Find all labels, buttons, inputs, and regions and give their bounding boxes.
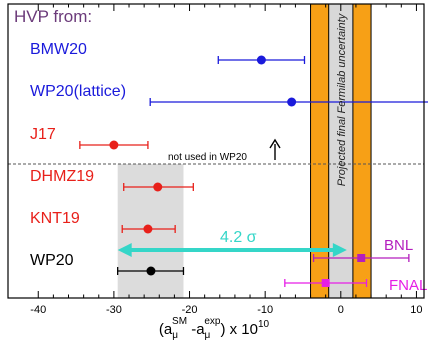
x-label-suffix: ) x 10 [220, 321, 258, 338]
tick-label: -30 [106, 304, 122, 316]
experiment-label: FNAL [389, 277, 427, 294]
data-point [109, 140, 119, 150]
data-point [256, 55, 266, 65]
labels-layer: Projected final Fermilab uncertainty BMW2… [30, 12, 427, 294]
tension-label: 4.2 σ [220, 229, 257, 246]
tick-label: -40 [30, 304, 46, 316]
ticks-layer: -40 -30 -20 -10 0 10 [30, 4, 423, 316]
tension-arrow-head-left [117, 243, 132, 257]
entry-label: WP20 [30, 252, 74, 269]
x-label-sub1: μ [172, 330, 178, 341]
points-layer [79, 55, 428, 287]
x-label-sup2: exp [204, 316, 221, 327]
separator-arrow-head [269, 138, 281, 149]
experiment-point [357, 254, 366, 262]
entry-label: KNT19 [30, 210, 80, 227]
x-axis-label: (aμSM -aμexp) x 1010 [159, 316, 270, 341]
entry-label: DHMZ19 [30, 168, 94, 185]
data-point [146, 266, 156, 276]
x-label-sub2: μ [205, 330, 211, 341]
tick-label: 0 [338, 304, 344, 316]
x-label-sup1: SM [172, 316, 187, 327]
tension-arrow-head-right [332, 243, 347, 257]
entry-label: BMW20 [30, 41, 87, 58]
experiment-point [321, 279, 330, 287]
tick-label: -10 [257, 304, 273, 316]
x-label-prefix: (a [159, 321, 173, 338]
tick-label: 10 [410, 304, 422, 316]
tick-label: -20 [182, 304, 198, 316]
data-point [153, 182, 163, 192]
separator-label: not used in WP20 [168, 152, 247, 163]
x-label-power: 10 [258, 319, 270, 330]
separator-layer: not used in WP20 [8, 138, 424, 165]
entry-label: J17 [30, 126, 56, 143]
data-point [143, 224, 153, 234]
band-label: Projected final Fermilab uncertainty [336, 12, 348, 186]
data-point [287, 97, 297, 107]
x-label-minus: -a [187, 321, 205, 338]
plot-frame [7, 3, 425, 299]
entry-label: WP20(lattice) [30, 83, 126, 100]
experiment-label: BNL [384, 237, 413, 254]
chart-title: HVP from: [14, 7, 92, 26]
